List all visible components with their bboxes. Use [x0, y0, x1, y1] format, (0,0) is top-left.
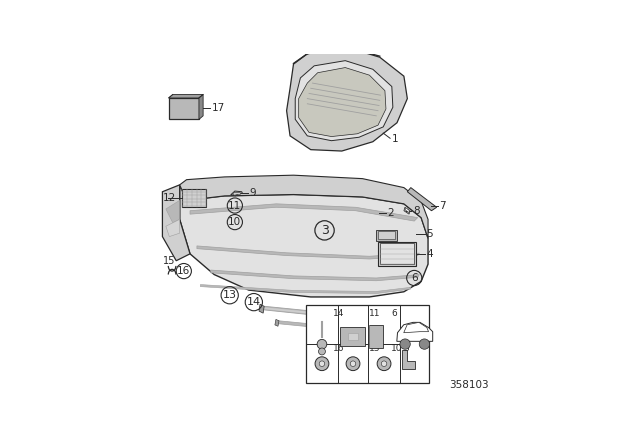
Polygon shape — [378, 242, 416, 266]
Polygon shape — [197, 246, 419, 259]
Polygon shape — [378, 231, 396, 239]
Text: 16: 16 — [333, 344, 345, 353]
Polygon shape — [168, 95, 203, 98]
Polygon shape — [199, 95, 203, 119]
Polygon shape — [402, 350, 415, 369]
Polygon shape — [200, 284, 411, 293]
Polygon shape — [180, 185, 428, 297]
FancyBboxPatch shape — [369, 325, 383, 348]
Text: 13: 13 — [223, 290, 237, 300]
Text: 8: 8 — [413, 207, 419, 216]
Circle shape — [319, 348, 325, 355]
Polygon shape — [190, 204, 418, 221]
Polygon shape — [275, 319, 279, 326]
Polygon shape — [211, 270, 419, 281]
Circle shape — [315, 357, 329, 370]
Polygon shape — [376, 230, 397, 241]
Polygon shape — [166, 220, 180, 237]
Polygon shape — [166, 200, 180, 223]
Polygon shape — [231, 191, 243, 196]
Text: 17: 17 — [211, 103, 225, 113]
FancyBboxPatch shape — [182, 189, 206, 207]
Text: 14: 14 — [333, 309, 345, 318]
Polygon shape — [348, 333, 358, 340]
Text: 3: 3 — [403, 344, 409, 353]
Polygon shape — [180, 175, 428, 238]
Polygon shape — [262, 306, 354, 319]
Text: 13: 13 — [369, 344, 381, 353]
Text: 4: 4 — [426, 249, 433, 259]
Text: 5: 5 — [426, 229, 433, 239]
Polygon shape — [287, 47, 407, 151]
Circle shape — [400, 339, 410, 349]
Polygon shape — [259, 304, 264, 313]
Polygon shape — [404, 207, 410, 214]
Polygon shape — [397, 323, 433, 341]
Text: 12: 12 — [163, 193, 175, 203]
FancyBboxPatch shape — [305, 305, 429, 383]
Text: 10: 10 — [391, 344, 403, 353]
Text: 9: 9 — [250, 188, 256, 198]
Circle shape — [419, 339, 429, 349]
Text: 3: 3 — [321, 224, 328, 237]
FancyBboxPatch shape — [168, 98, 199, 119]
Text: 6: 6 — [392, 309, 397, 318]
Polygon shape — [299, 68, 386, 137]
Circle shape — [319, 361, 324, 366]
Polygon shape — [380, 244, 414, 264]
Polygon shape — [405, 208, 410, 212]
Circle shape — [381, 361, 387, 366]
Polygon shape — [407, 188, 436, 211]
Polygon shape — [232, 193, 241, 195]
Circle shape — [350, 361, 356, 366]
Text: 16: 16 — [177, 266, 191, 276]
Polygon shape — [163, 185, 190, 261]
Circle shape — [377, 357, 391, 370]
Text: 358103: 358103 — [449, 380, 488, 390]
Circle shape — [346, 357, 360, 370]
Text: 7: 7 — [439, 201, 445, 211]
FancyBboxPatch shape — [340, 327, 365, 346]
Text: 11: 11 — [369, 309, 381, 318]
Text: 10: 10 — [228, 217, 241, 227]
Text: 1: 1 — [392, 134, 399, 144]
Text: 2: 2 — [387, 208, 394, 218]
Polygon shape — [295, 60, 393, 141]
Text: 15: 15 — [163, 256, 175, 266]
Circle shape — [317, 340, 327, 349]
Polygon shape — [404, 323, 429, 333]
Text: 14: 14 — [247, 297, 261, 307]
Polygon shape — [263, 307, 353, 318]
Polygon shape — [276, 321, 357, 331]
Text: 11: 11 — [228, 201, 241, 211]
Text: 6: 6 — [411, 273, 417, 283]
